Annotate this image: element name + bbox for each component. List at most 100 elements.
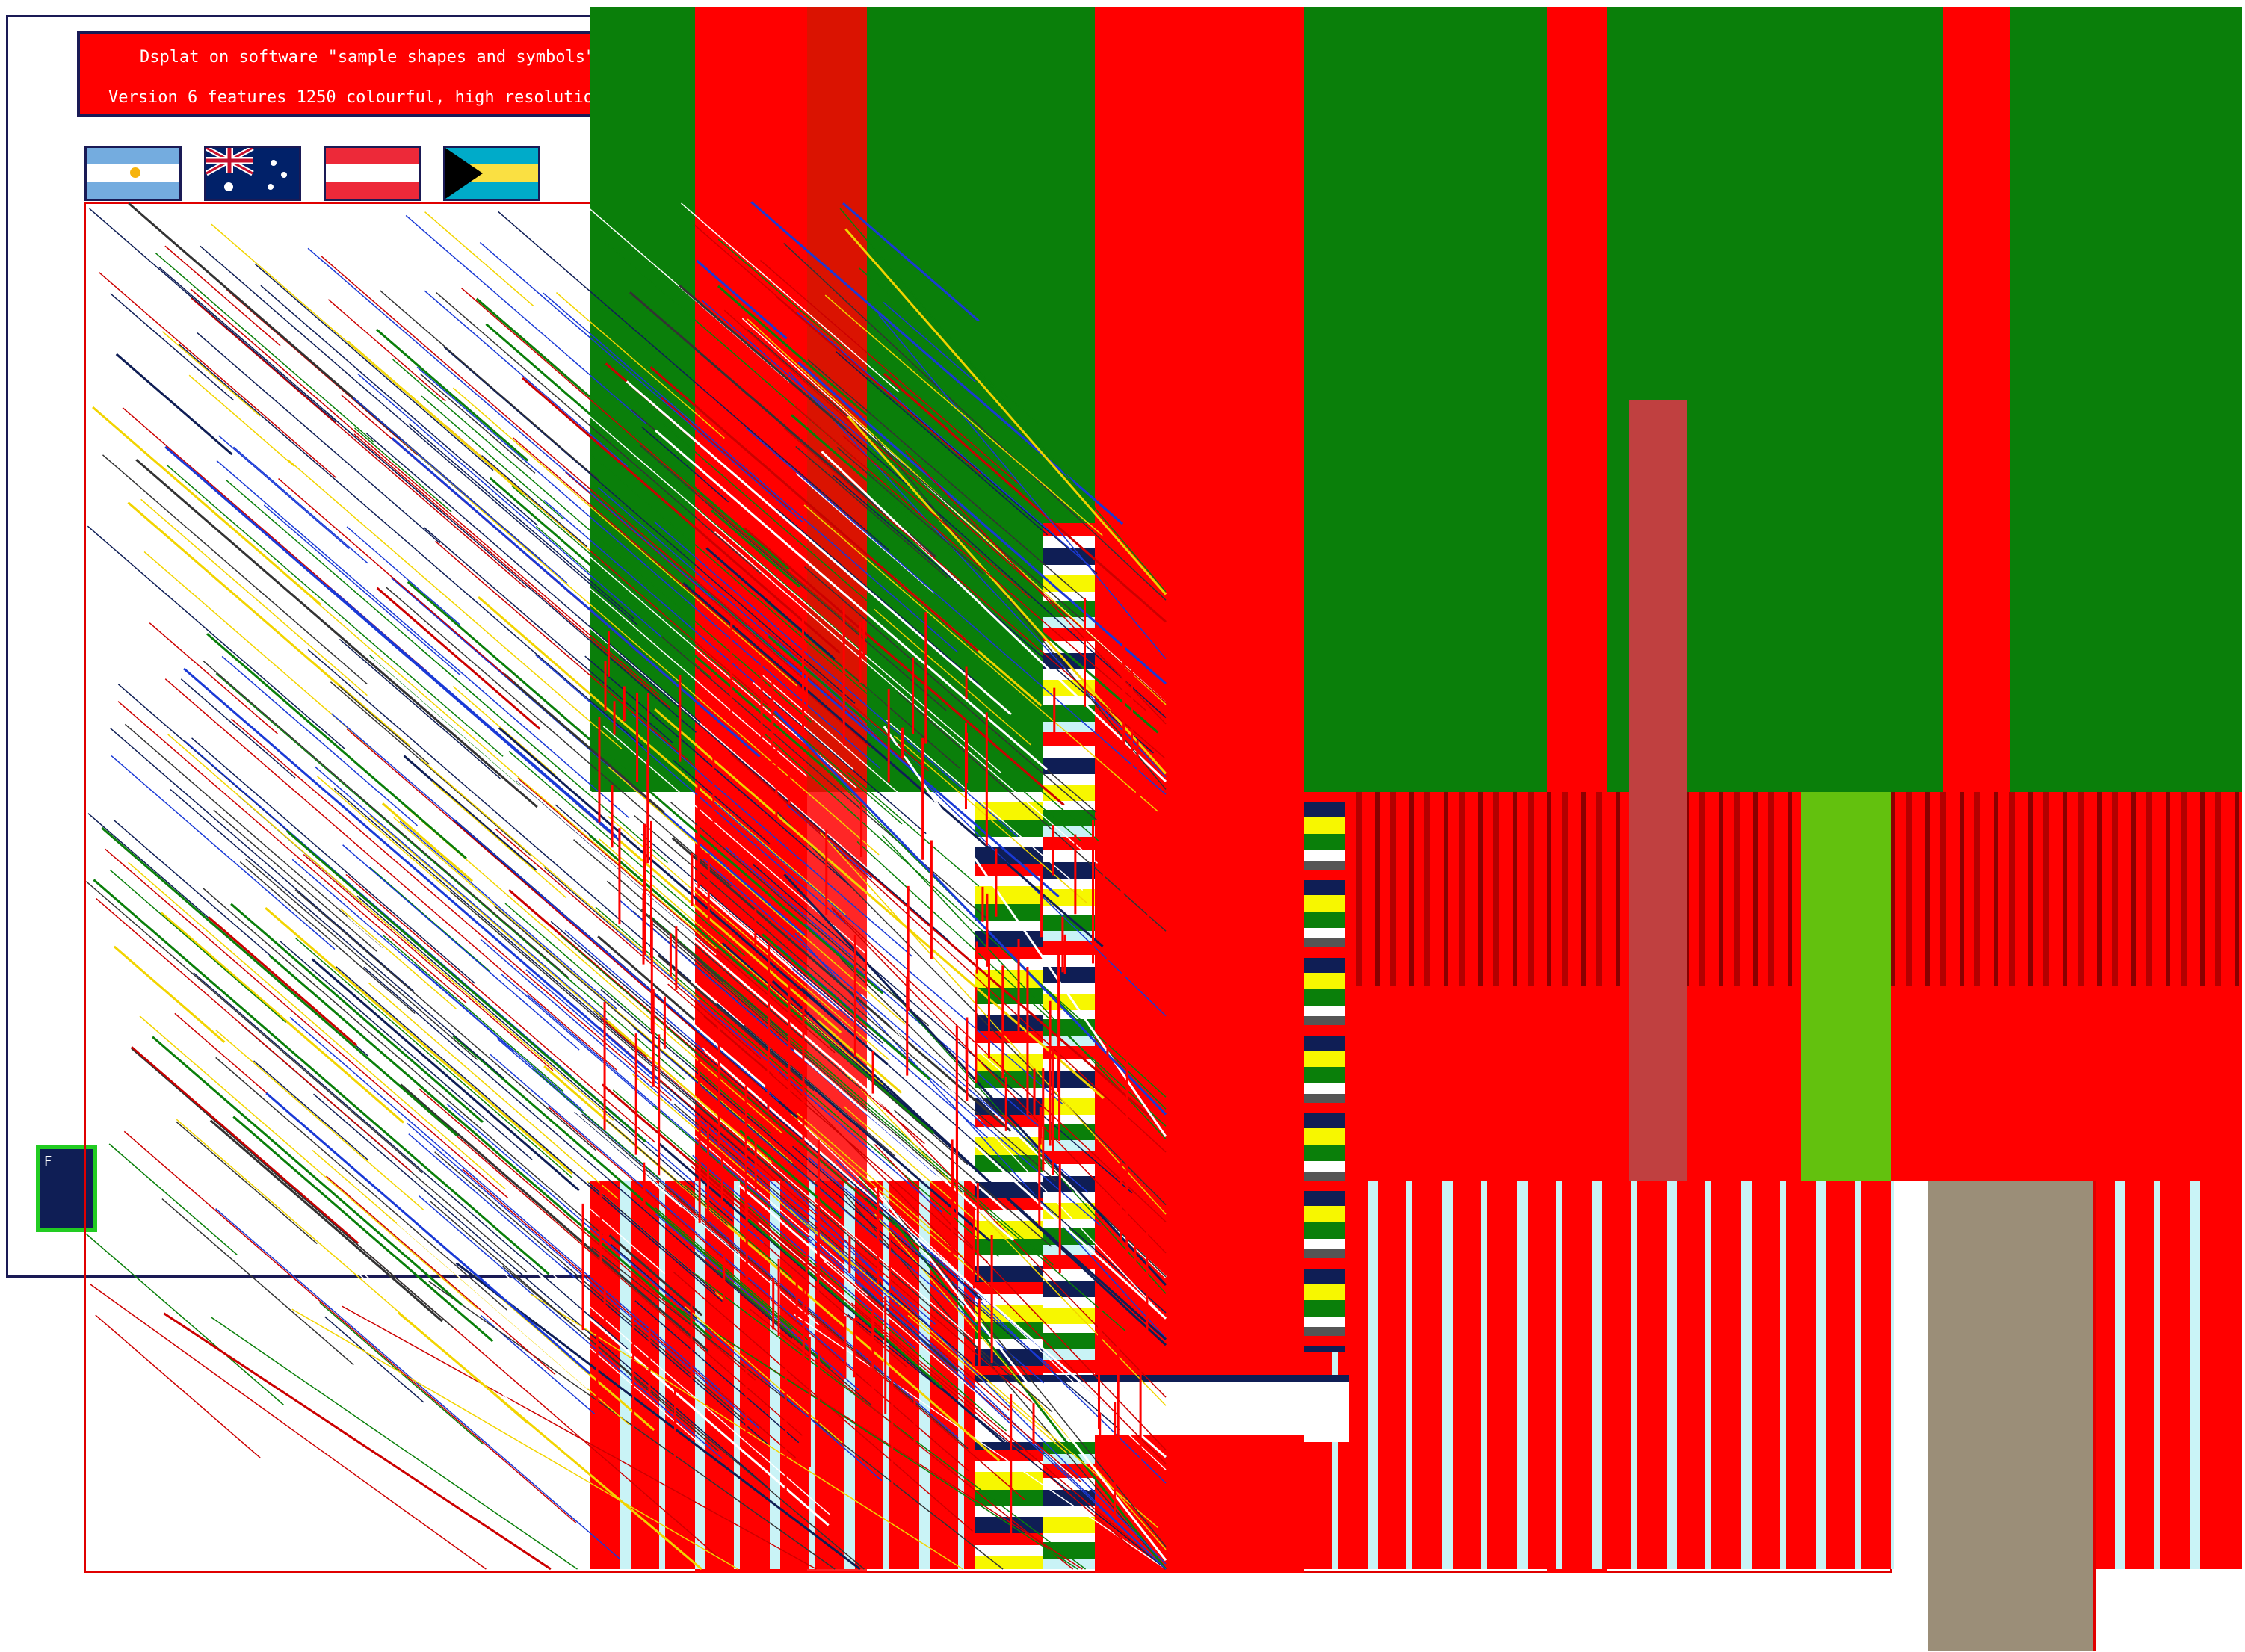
drawing-line [846, 771, 980, 887]
drawing-line [424, 211, 534, 307]
drawing-line [399, 820, 618, 1010]
drawing-line [434, 1151, 745, 1421]
drawing-line [780, 1204, 900, 1307]
drawing-line [424, 290, 629, 468]
drawing-line [386, 587, 732, 887]
drawing-line [268, 506, 408, 628]
drawing-line [771, 980, 1167, 1346]
drawing-line [839, 1021, 1167, 1320]
drawing-line [450, 891, 785, 1181]
drawing-line [338, 685, 430, 765]
drawing-line [215, 672, 576, 986]
drawing-line [254, 263, 494, 471]
drawing-line [511, 485, 903, 825]
drawing-line [354, 427, 452, 513]
drawing-line [327, 299, 446, 402]
drawing-line [600, 989, 966, 1305]
drawing-line [160, 912, 404, 1124]
drawing-line [712, 800, 1063, 1105]
drawing-line [211, 1317, 578, 1570]
drawing-line [523, 570, 904, 900]
drawing-line [904, 450, 1167, 725]
flag-stripe-column-3 [1304, 792, 1345, 1352]
argentina-flag-icon[interactable] [84, 146, 182, 201]
drawing-line [681, 202, 900, 393]
drawing-line [218, 435, 350, 549]
drawing-line [161, 331, 261, 417]
banner-line-2: Version 6 features 1250 colourful, high … [108, 88, 627, 107]
drawing-line [331, 713, 780, 1102]
drawing-line [452, 387, 798, 687]
drawing-line [598, 1026, 1034, 1403]
drawing-line [634, 1300, 800, 1444]
tan-block-edge [2093, 1181, 2096, 1651]
drawing-line [765, 601, 886, 705]
drawing-line [741, 318, 1167, 703]
drawing-line [294, 758, 463, 904]
drawing-line [534, 654, 853, 929]
drawing-line [392, 359, 812, 723]
drawing-line [346, 526, 460, 625]
tan-block [1928, 1181, 2093, 1651]
drawing-line [547, 1106, 969, 1472]
drawing-line [95, 1314, 261, 1458]
drawing-line [193, 972, 629, 1350]
drawing-line [339, 638, 501, 779]
drawing-line [314, 766, 608, 1021]
drawing-line [654, 429, 1048, 771]
austria-flag-icon[interactable] [324, 146, 421, 201]
drawing-line [791, 968, 989, 1139]
drawing-line [503, 673, 665, 814]
drawing-line [307, 649, 691, 982]
drawing-line [794, 406, 1146, 711]
drawing-line [824, 294, 1103, 536]
drawing-line [667, 983, 773, 1076]
drawing-line [759, 259, 1019, 484]
drawing-line [407, 1092, 803, 1436]
drawing-line [599, 1048, 690, 1127]
australia-flag-icon[interactable] [204, 146, 301, 201]
drawing-line [894, 1110, 1052, 1247]
drawing-line [764, 733, 1167, 1098]
drawing-line [730, 752, 1156, 1122]
drawing-line [759, 688, 927, 835]
drawing-line [701, 1047, 1167, 1458]
drawing-line [398, 1311, 702, 1571]
drawing-line [780, 1176, 1167, 1565]
drawing-line [257, 834, 363, 926]
drawing-line [696, 259, 788, 340]
drawing-line [608, 1234, 703, 1317]
drawing-line [776, 508, 981, 686]
drawing-line [504, 903, 771, 1134]
drawing-line [617, 930, 943, 1213]
drawing-line [200, 245, 638, 626]
drawing-line [313, 599, 717, 950]
drawing-line [556, 292, 725, 439]
drawing-line [540, 896, 652, 993]
drawing-line [844, 1072, 1167, 1406]
bahamas-flag-icon[interactable] [443, 146, 540, 201]
drawing-line [522, 377, 841, 654]
launch-button[interactable]: F [36, 1145, 97, 1232]
drawing-line [508, 751, 746, 956]
drawing-line [166, 464, 504, 757]
drawing-line [543, 499, 756, 684]
drawing-line [788, 371, 1167, 778]
drawing-line [792, 1145, 1120, 1431]
drawing-line [660, 397, 792, 512]
dark-red-stripe-band [1345, 792, 2242, 986]
drawing-line [883, 373, 1167, 623]
drawing-line [279, 940, 533, 1160]
drawing-line [839, 957, 1167, 1278]
drawing-line [333, 732, 535, 908]
drawing-line [407, 581, 884, 994]
drawing-line [797, 361, 1167, 685]
drawing-line [685, 1306, 843, 1444]
drawing-line [405, 214, 646, 424]
drawing-line [744, 527, 1065, 806]
drawing-line [573, 1111, 739, 1255]
drawing-line [490, 1054, 855, 1370]
drawing-line [824, 1260, 1090, 1492]
drawing-line [679, 284, 847, 431]
drawing-line [462, 1168, 797, 1458]
